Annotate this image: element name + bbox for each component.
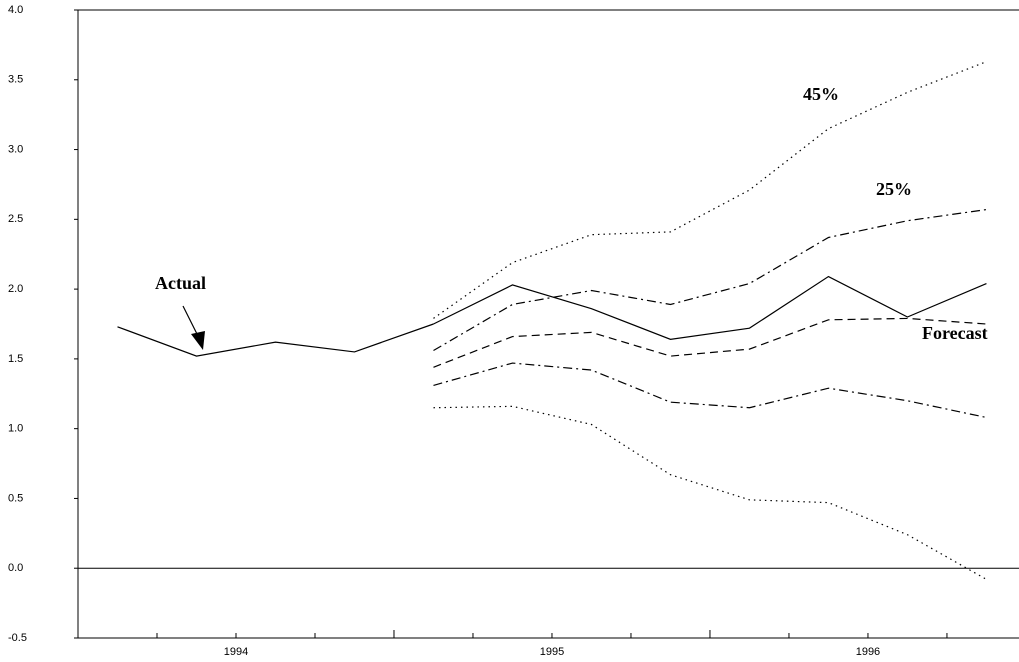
y-tick-label: 0.0 [8, 562, 23, 574]
series-line [433, 362, 987, 419]
x-tick-label: 1995 [540, 646, 564, 658]
y-tick-label: 1.5 [8, 353, 23, 365]
series-line [117, 323, 434, 357]
y-tick-label: 2.0 [8, 283, 23, 295]
annotation-arrow [182, 305, 200, 339]
series-label: Actual [155, 273, 206, 293]
band-label: 25% [876, 179, 912, 199]
series-line [433, 61, 987, 319]
y-tick-label: 0.5 [8, 492, 23, 504]
series-line [433, 317, 987, 368]
y-tick-label: 2.5 [8, 213, 23, 225]
series-line [433, 405, 987, 580]
y-tick-label: -0.5 [8, 632, 27, 644]
y-tick-label: 4.0 [8, 4, 23, 16]
series-line [433, 208, 987, 352]
y-tick-label: 3.0 [8, 143, 23, 155]
series-label: Forecast [922, 323, 988, 343]
y-tick-label: 1.0 [8, 423, 23, 435]
series-line [433, 275, 987, 340]
band-label: 45% [803, 84, 839, 104]
x-tick-label: 1994 [224, 646, 248, 658]
x-tick-label: 1996 [856, 646, 880, 658]
y-tick-label: 3.5 [8, 74, 23, 86]
arrow-head [191, 331, 205, 350]
